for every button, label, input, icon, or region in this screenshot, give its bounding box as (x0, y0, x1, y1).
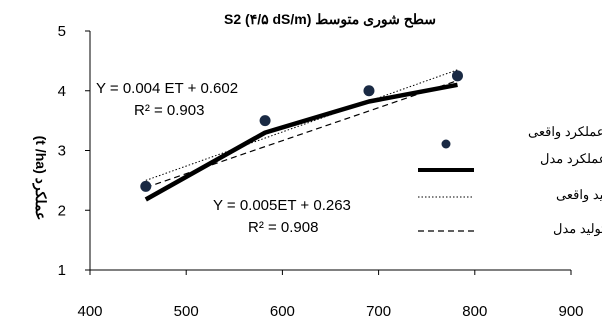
legend-label-real-function: تابع تولید واقعی (556, 187, 602, 203)
annotation-equation-model: Y = 0.005ET + 0.263 (213, 197, 351, 214)
annotation-r2-model: R² = 0.908 (248, 219, 318, 236)
y-tick-label: 5 (58, 23, 66, 40)
legend-label-model-yield: عملکرد مدل (540, 151, 602, 167)
x-tick-label: 500 (174, 303, 199, 320)
series-line-model-function (145, 80, 458, 189)
y-tick-label: 4 (58, 83, 66, 100)
legend-label-actual-yield: عملکرد واقعی (528, 124, 602, 140)
x-tick-label: 800 (462, 303, 487, 320)
chart-title: سطح شوری متوسط S2 (۴/۵ dS/m) (224, 11, 436, 28)
x-tick-label: 400 (77, 303, 102, 320)
data-point-actual-yield (451, 70, 463, 82)
data-point-actual-yield (363, 85, 375, 97)
data-point-actual-yield (259, 115, 271, 127)
axes: 400 500 600 700 800 900 1 2 3 4 5 (58, 23, 584, 320)
x-tick-label: 900 (558, 303, 583, 320)
legend-marker-actual-yield (441, 139, 451, 149)
y-tick-label: 2 (58, 202, 66, 219)
plot-series (140, 69, 463, 202)
y-tick-label: 1 (58, 262, 66, 279)
series-line-model-yield (144, 82, 458, 202)
legend-label-model-function: تابع تولید مدل (553, 221, 602, 237)
legend: عملکرد واقعی عملکرد مدل تابع تولید واقعی… (418, 124, 602, 237)
annotation-r2-real: R² = 0.903 (134, 102, 204, 119)
x-tick-label: 700 (366, 303, 391, 320)
series-line-real-function (145, 69, 458, 181)
y-axis-label: عملکرد (t /ha) (32, 136, 49, 221)
x-tick-label: 600 (270, 303, 295, 320)
y-tick-label: 3 (58, 143, 66, 160)
annotation-equation-real: Y = 0.004 ET + 0.602 (96, 80, 238, 97)
data-point-actual-yield (140, 180, 152, 192)
